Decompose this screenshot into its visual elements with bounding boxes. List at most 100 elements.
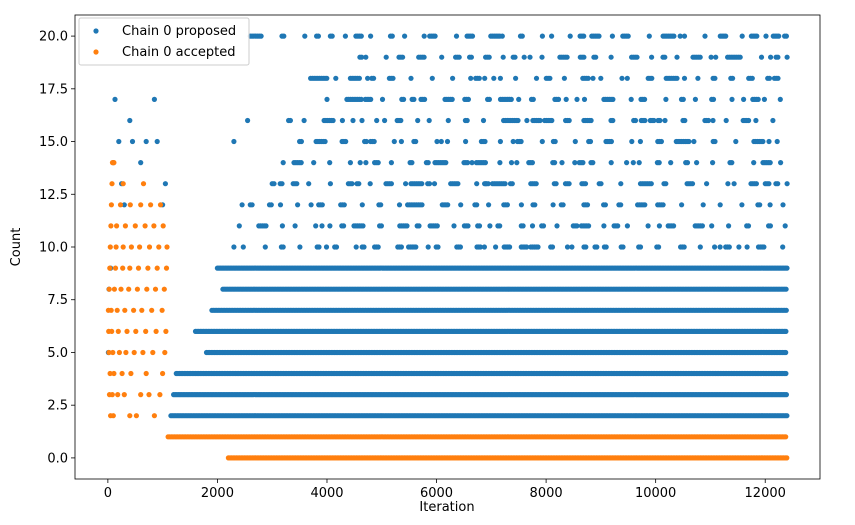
data-point: [512, 54, 518, 60]
data-point: [388, 160, 394, 166]
data-point: [729, 96, 735, 102]
data-point: [329, 33, 335, 39]
data-point: [359, 202, 365, 208]
data-point: [378, 223, 384, 229]
data-point: [421, 33, 427, 39]
data-point: [778, 160, 784, 166]
data-point: [429, 75, 435, 81]
data-point: [231, 244, 237, 250]
data-point: [692, 96, 699, 102]
data-point: [723, 33, 729, 39]
data-point: [111, 286, 117, 292]
data-point: [347, 160, 353, 166]
data-point: [132, 223, 138, 229]
x-tick-label: 6000: [420, 486, 453, 501]
data-point: [539, 54, 545, 60]
data-point: [767, 202, 773, 208]
data-point: [705, 117, 712, 124]
data-point: [374, 117, 380, 124]
data-point: [469, 160, 475, 166]
data-point: [131, 307, 137, 313]
data-point: [649, 54, 655, 60]
data-point: [741, 96, 747, 102]
data-point: [263, 223, 269, 229]
data-point: [563, 96, 569, 102]
data-point: [608, 160, 614, 166]
data-point: [375, 244, 381, 250]
data-point: [552, 138, 558, 145]
data-point: [327, 223, 333, 229]
data-point: [610, 96, 616, 102]
data-point: [151, 223, 157, 229]
data-point: [521, 54, 527, 60]
data-point: [681, 33, 688, 39]
data-point: [755, 96, 761, 102]
data-point: [316, 244, 322, 250]
data-point: [564, 54, 570, 60]
data-point: [598, 75, 604, 81]
data-point: [268, 202, 274, 208]
data-point: [163, 265, 170, 271]
data-point: [396, 202, 403, 208]
data-point: [117, 202, 124, 208]
data-point: [663, 181, 669, 187]
y-tick-label: 17.5: [39, 82, 68, 97]
data-point: [133, 328, 139, 334]
data-point: [231, 138, 237, 145]
data-point: [634, 54, 640, 60]
data-point: [133, 413, 139, 419]
data-point: [783, 286, 789, 292]
data-point: [535, 244, 541, 250]
data-point: [553, 181, 559, 187]
data-point: [697, 54, 703, 60]
data-point: [609, 33, 616, 39]
y-tick-label: 12.5: [39, 188, 68, 203]
data-point: [584, 202, 591, 208]
data-point: [143, 138, 149, 145]
data-point: [439, 54, 445, 60]
data-point: [425, 244, 431, 250]
data-point: [110, 413, 116, 419]
data-point: [313, 223, 319, 229]
data-point: [508, 96, 514, 102]
data-point: [529, 160, 536, 166]
data-point: [279, 181, 285, 187]
series-chain-0-proposed: [105, 33, 790, 419]
data-point: [450, 75, 456, 81]
data-point: [480, 117, 487, 124]
data-point: [403, 181, 409, 187]
data-point: [455, 181, 461, 187]
data-point: [128, 370, 134, 377]
data-point: [784, 181, 790, 187]
data-point: [608, 138, 615, 145]
data-point: [518, 138, 524, 145]
data-point: [463, 138, 469, 145]
data-point: [566, 117, 572, 124]
data-point: [119, 370, 125, 377]
data-point: [717, 244, 723, 250]
data-point: [746, 117, 752, 124]
data-point: [507, 244, 513, 250]
data-point: [637, 138, 644, 145]
data-point: [677, 33, 683, 39]
data-point: [537, 117, 543, 124]
data-point: [582, 181, 589, 187]
data-point: [402, 33, 408, 39]
data-point: [708, 54, 714, 60]
data-point: [444, 138, 451, 145]
x-axis-ticks: 0 2000 4000 6000 8000 10000 12000: [104, 479, 786, 501]
data-point: [116, 138, 122, 145]
data-point: [469, 33, 476, 39]
data-point: [646, 33, 652, 39]
data-point: [566, 181, 572, 187]
data-point: [422, 96, 428, 102]
data-point: [587, 138, 594, 145]
x-axis-label: Iteration: [419, 500, 474, 515]
data-point: [619, 75, 625, 81]
y-tick-label: 2.5: [47, 399, 68, 414]
data-point: [681, 244, 687, 250]
data-point: [292, 223, 298, 229]
plot-area: [75, 15, 820, 479]
data-point: [663, 96, 669, 102]
data-point: [620, 244, 626, 250]
